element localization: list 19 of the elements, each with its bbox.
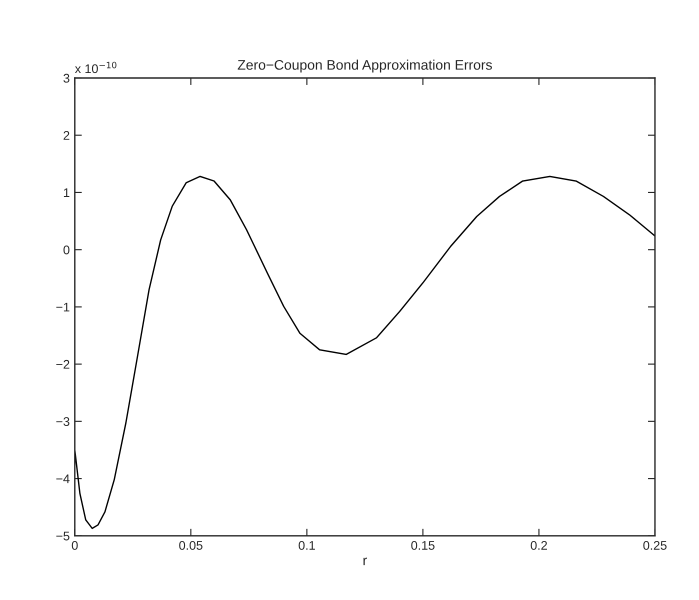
y-tick-label: 1 [64,188,70,197]
y-tick-label: −4 [56,474,70,484]
y-tick-label: −1 [56,302,70,312]
x-tick-label: 0.1 [298,540,315,550]
x-tick-label: 0.05 [179,540,202,550]
chart-title: Zero−Coupon Bond Approximation Errors [238,60,492,73]
x-tick-label: 0.2 [530,540,547,550]
text: x 10$^{−10}$ [74,62,116,74]
x-axis-title: r [363,558,367,566]
x-tick-label: 0.15 [411,540,435,550]
y-tick-label: −3 [56,417,70,426]
y-tick-label: −2 [56,360,70,369]
x-tick-label: 0.25 [643,540,667,550]
y-tick-label: 2 [64,131,70,140]
x-tick-label: 0 [72,540,78,550]
y-tick-label: 3 [63,74,70,83]
y-tick-label: −5 [56,532,70,540]
line-series [74,176,655,530]
y-tick-label: 0 [63,245,70,254]
